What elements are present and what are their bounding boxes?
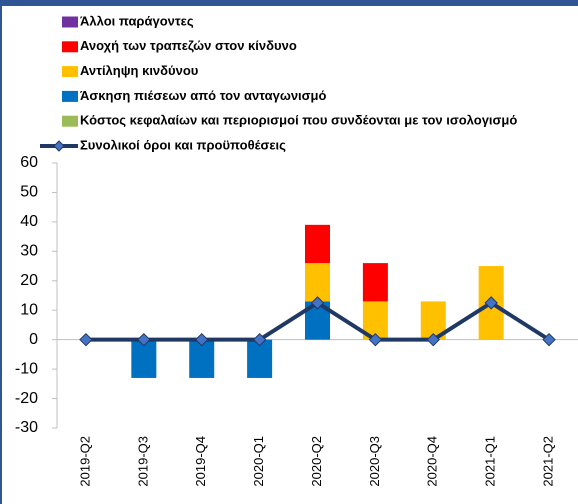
legend-swatch <box>62 90 78 102</box>
legend-label: Κόστος κεφαλαίων και περιορισμοί που συν… <box>80 113 517 128</box>
line-marker <box>195 332 209 347</box>
bar <box>305 224 330 264</box>
x-tick-label: 2021-Q2 <box>540 436 555 487</box>
y-tick-label: -10 <box>15 360 38 377</box>
line-marker <box>310 296 325 310</box>
x-tick-label: 2020-Q4 <box>425 436 440 487</box>
x-tick-label: 2020-Q3 <box>367 436 382 487</box>
legend-swatch <box>62 115 78 127</box>
y-tick-label: 60 <box>20 154 38 171</box>
legend-swatch <box>62 16 78 28</box>
x-tick-label: 2019-Q3 <box>135 436 150 487</box>
legend-label: Αντίληψη κινδύνου <box>80 63 199 78</box>
line-marker <box>426 332 440 347</box>
legend-swatch <box>62 41 78 53</box>
legend-marker <box>53 140 65 152</box>
y-tick-label: 40 <box>20 213 38 230</box>
legend-label: Ανοχή των τραπεζών στον κίνδυνο <box>80 38 297 53</box>
line-marker <box>542 332 556 347</box>
line-marker <box>79 332 93 347</box>
line-marker <box>252 332 267 347</box>
x-tick-label: 2019-Q4 <box>193 436 208 487</box>
y-tick-label: 50 <box>20 184 38 201</box>
y-tick-label: 30 <box>20 243 38 260</box>
y-tick-label: -30 <box>15 419 38 436</box>
bar <box>362 263 388 302</box>
legend-label: Συνολικοί όροι και προϋποθέσεις <box>80 137 286 152</box>
legend-swatch <box>62 66 78 78</box>
x-tick-label: 2020-Q2 <box>309 436 324 487</box>
line-marker <box>484 296 498 310</box>
x-tick-label: 2020-Q1 <box>251 436 266 487</box>
y-tick-label: -20 <box>15 390 38 407</box>
header-strip <box>0 0 578 6</box>
legend-label: Άλλοι παράγοντες <box>80 13 194 28</box>
line-marker <box>368 332 383 347</box>
legend-label: Άσκηση πιέσεων από τον ανταγωνισμό <box>80 88 327 103</box>
line-marker <box>137 332 151 347</box>
y-tick-label: 20 <box>20 272 38 289</box>
y-tick-label: 0 <box>29 331 38 348</box>
bar <box>305 263 330 302</box>
x-tick-label: 2021-Q1 <box>483 436 498 487</box>
x-tick-label: 2019-Q2 <box>77 436 92 487</box>
y-tick-label: 10 <box>20 301 38 318</box>
